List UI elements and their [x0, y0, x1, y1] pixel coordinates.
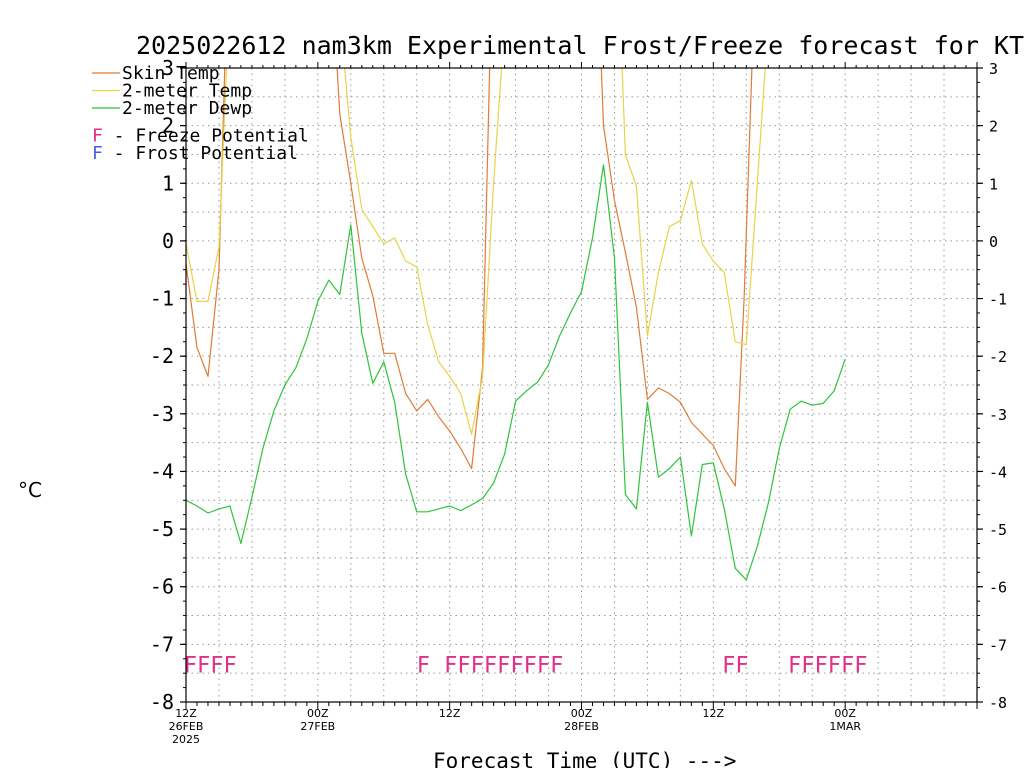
y-tick-label: -6: [150, 575, 174, 599]
x-tick-date: 1MAR: [829, 720, 861, 733]
x-tick-label: 12Z: [175, 707, 197, 720]
y-tick-label-right: -2: [989, 348, 1007, 366]
y-tick-label: 1: [162, 171, 174, 195]
x-tick-label: 00Z: [307, 707, 329, 720]
y-tick-label-right: -6: [989, 579, 1007, 597]
potential-legend-entry: F - Freeze Potential: [92, 126, 309, 147]
y-tick-label-right: -3: [989, 406, 1007, 424]
x-tick-label: 00Z: [571, 707, 593, 720]
x-tick-date: 28FEB: [564, 720, 599, 733]
y-tick-label-right: 2: [989, 118, 998, 136]
freeze-flag: FFFFFF: [788, 654, 867, 679]
x-tick-label: 12Z: [703, 707, 725, 720]
x-tick-label: 12Z: [439, 707, 461, 720]
y-tick-label-right: 0: [989, 233, 998, 251]
series-lines: [186, 68, 846, 581]
potential-flags: FFFF F FFFFFFFFF FF FFFFFF: [184, 654, 868, 679]
freeze-flag: F: [417, 654, 430, 679]
x-axis-label: Forecast Time (UTC) --->: [433, 749, 736, 768]
y-axis-label: °C: [18, 478, 42, 502]
grid-lines: [186, 68, 977, 702]
y-tick-label: -7: [150, 632, 174, 656]
x-tick-label: 00Z: [834, 707, 856, 720]
y-tick-label: -8: [150, 690, 174, 714]
x-tick-year: 2025: [172, 733, 200, 746]
series-line-skin-temp: [186, 68, 753, 487]
freeze-flag: FFFFFFFFF: [444, 654, 563, 679]
freeze-flag: FF: [722, 654, 749, 679]
series-line-2-meter-dewp: [186, 164, 846, 581]
y-tick-label: -2: [150, 344, 174, 368]
x-tick-date: 27FEB: [300, 720, 335, 733]
y-tick-label-right: -7: [989, 636, 1007, 654]
series-line-2-meter-temp: [186, 68, 766, 435]
y-tick-label: 2: [162, 114, 174, 138]
y-tick-label: -5: [150, 517, 174, 541]
y-tick-label: -3: [150, 402, 174, 426]
legend-label: 2-meter Dewp: [122, 98, 252, 119]
legend-label: 2-meter Temp: [122, 81, 252, 102]
potential-legend-entry: F - Frost Potential: [92, 143, 298, 164]
x-tick-date: 26FEB: [169, 720, 204, 733]
y-tick-label-right: 3: [989, 60, 998, 78]
y-tick-label: -1: [150, 287, 174, 311]
y-tick-label-right: -1: [989, 291, 1007, 309]
chart-title: 2025022612 nam3km Experimental Frost/Fre…: [136, 31, 1024, 60]
freeze-flag: FFFF: [184, 654, 237, 679]
y-tick-label: 3: [162, 56, 174, 80]
legend-label: Skin Temp: [122, 63, 220, 84]
y-tick-label: 0: [162, 229, 174, 253]
y-tick-label: -4: [150, 459, 174, 483]
y-tick-label-right: -5: [989, 521, 1007, 539]
axis-ticks: -8 -8 -7 -7 -6 -6 -5 -5 -4 -4 -3 -3 -2 -2 -1 -1 0 0 1 1 2 2 3 3…: [150, 56, 1007, 746]
y-tick-label-right: -8: [989, 694, 1007, 712]
y-tick-label-right: 1: [989, 175, 998, 193]
y-tick-label-right: -4: [989, 463, 1007, 481]
